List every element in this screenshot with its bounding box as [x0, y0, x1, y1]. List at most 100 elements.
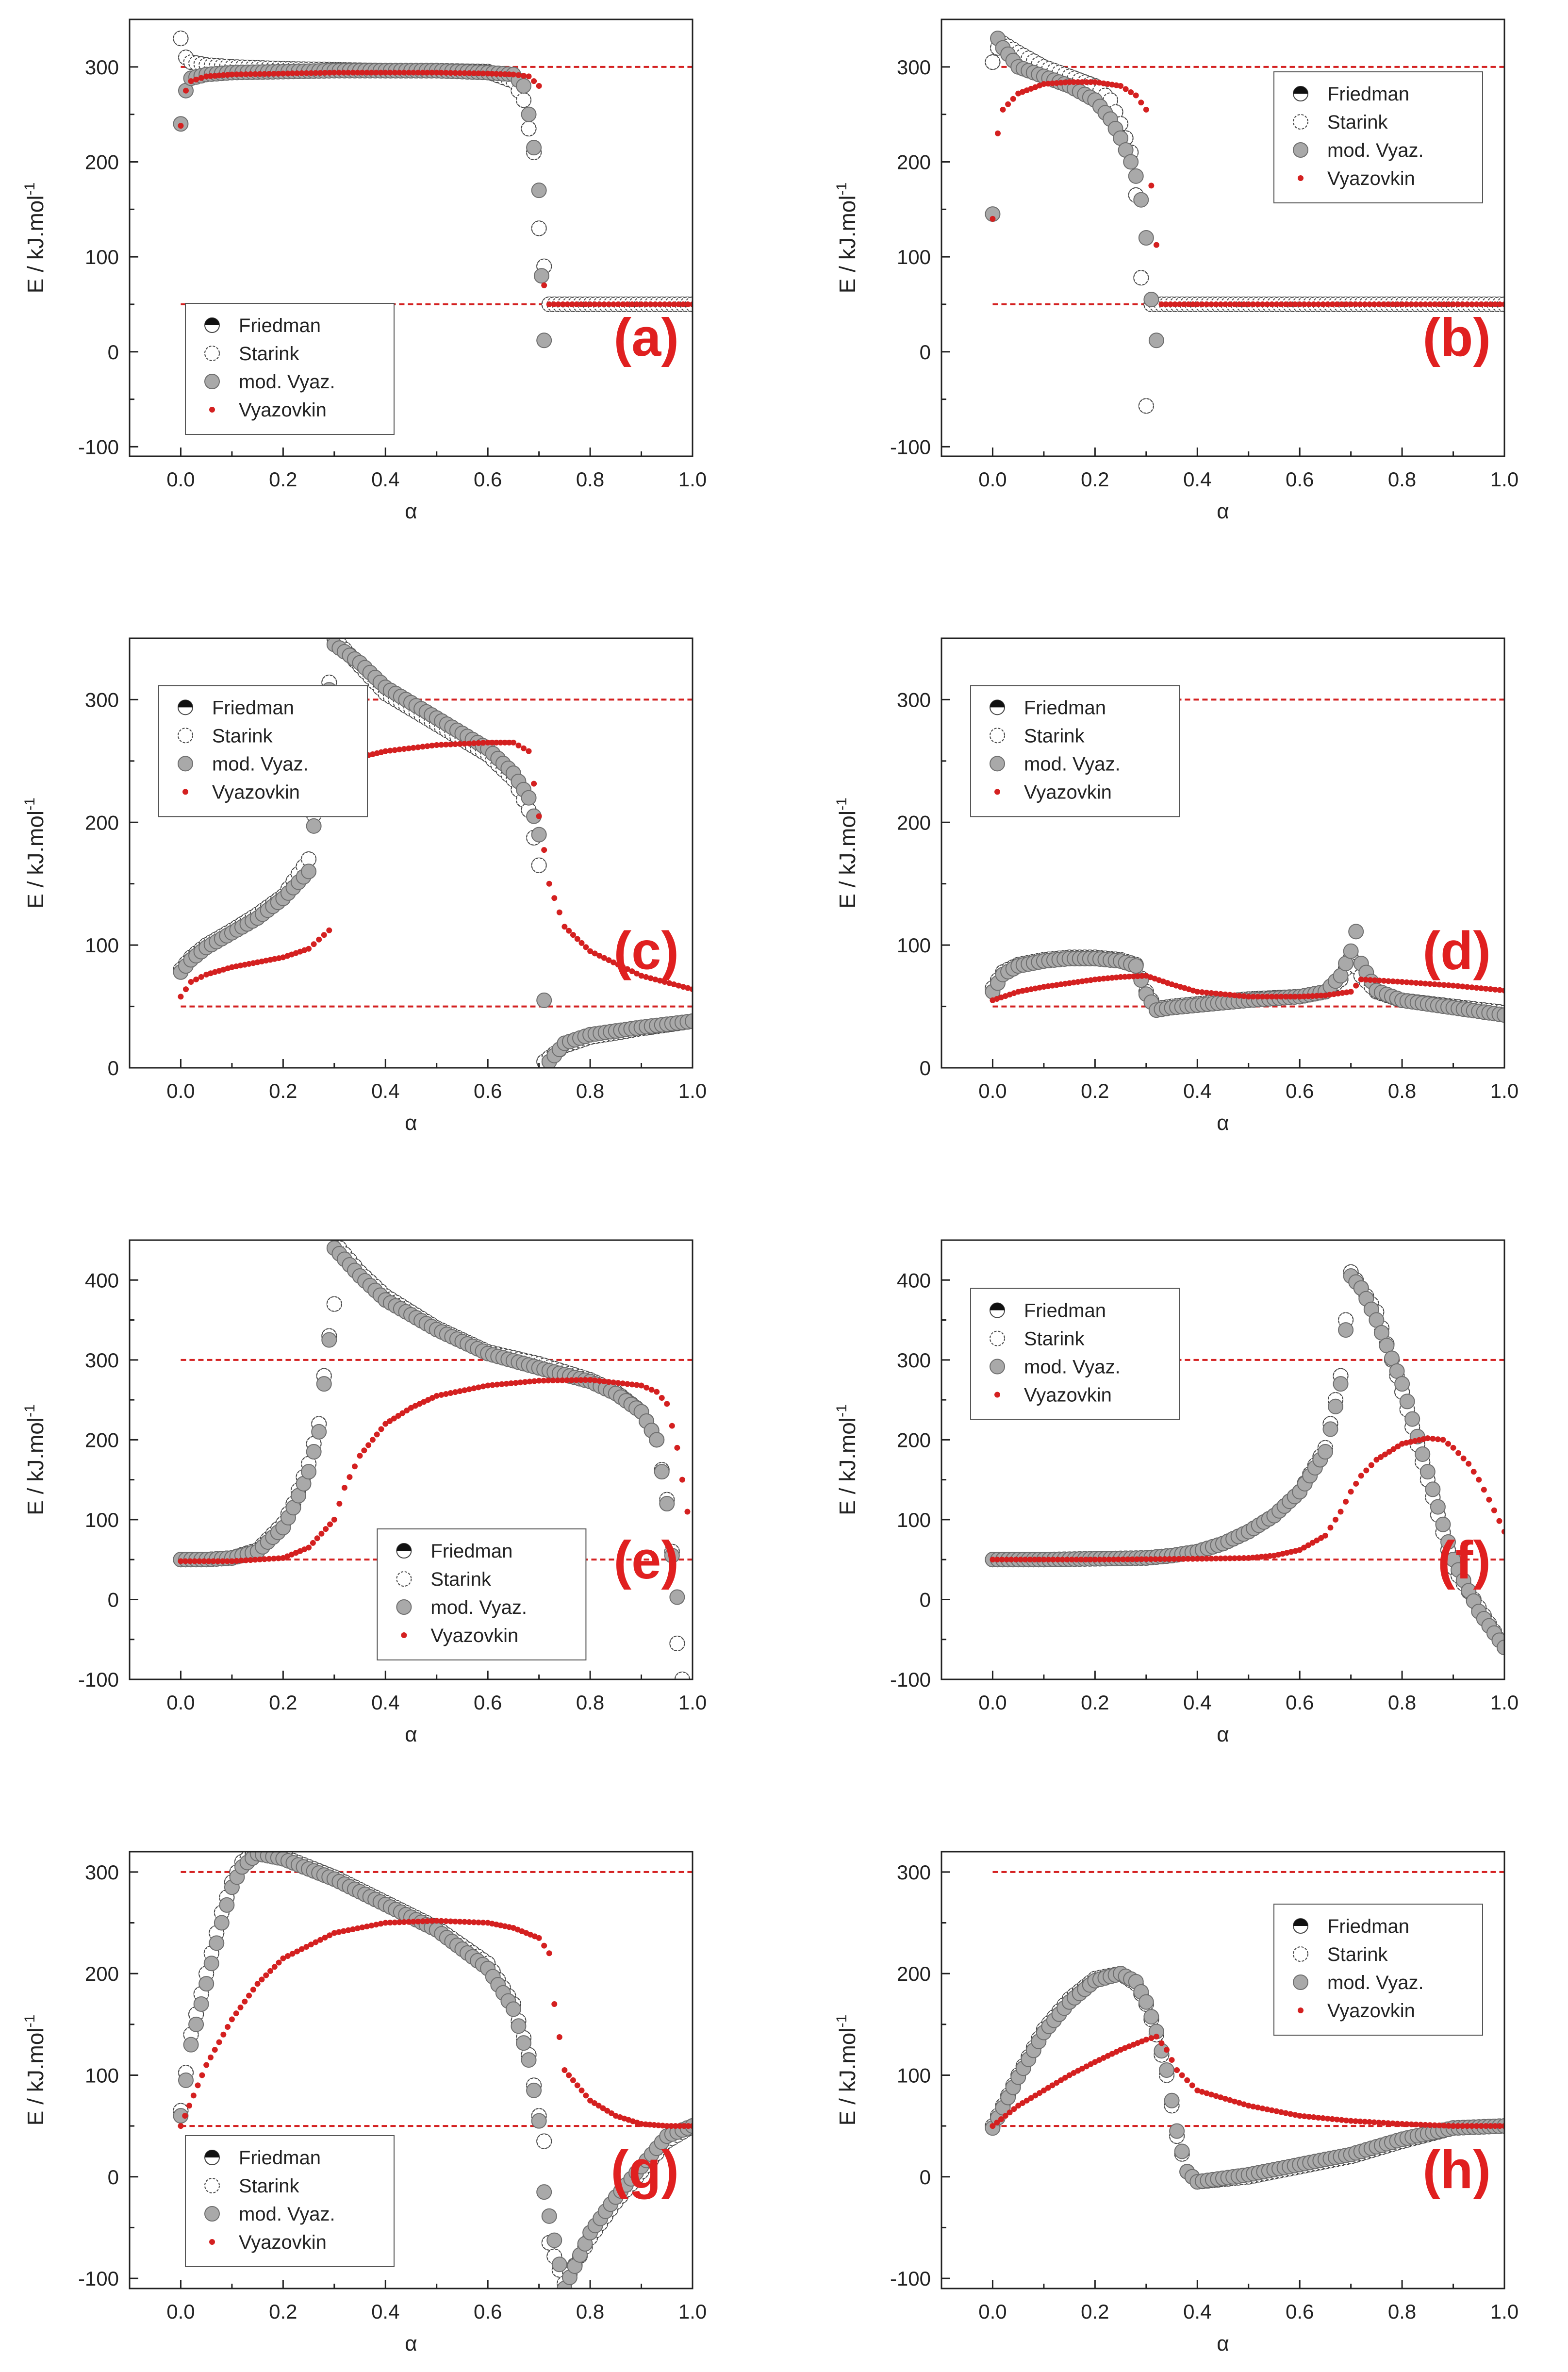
y-tick-label: 100 [897, 1509, 931, 1531]
x-axis-label: α [405, 1111, 417, 1135]
vyazovkin-point [447, 1390, 454, 1396]
legend-entry-label: Starink [1024, 1328, 1085, 1350]
vyazovkin-point [466, 1386, 472, 1393]
vyazovkin-point [1353, 982, 1359, 989]
starink-point [173, 31, 189, 47]
vyazovkin-point [457, 1388, 463, 1394]
vyazovkin-point [1167, 301, 1173, 307]
vyazovkin-point [198, 974, 204, 980]
starink-point [1293, 114, 1308, 130]
vyazovkin-point [1124, 1556, 1131, 1562]
vyazovkin-point [1476, 1476, 1482, 1483]
vyazovkin-point [443, 742, 449, 748]
friedman-point-fill [1293, 86, 1308, 94]
vyazovkin-point [336, 69, 342, 76]
starink-point [669, 1635, 685, 1651]
mod-vyaz-point [1399, 1393, 1415, 1410]
legend-entry-label: Vyazovkin [1327, 2000, 1415, 2022]
vyazovkin-point [1338, 2117, 1345, 2123]
vyazovkin-point [587, 301, 594, 307]
x-axis-label: α [1217, 1111, 1229, 1135]
vyazovkin-point [1358, 976, 1364, 982]
legend-box [158, 685, 368, 817]
vyazovkin-point [1394, 301, 1401, 307]
vyazovkin-point [1264, 994, 1271, 1000]
vyazovkin-point [1298, 175, 1304, 181]
vyazovkin-point [1283, 994, 1289, 1000]
vyazovkin-point [611, 301, 617, 307]
vyazovkin-point [587, 948, 594, 954]
x-tick-label: 0.6 [474, 468, 502, 491]
vyazovkin-point [462, 70, 468, 76]
vyazovkin-point [387, 747, 393, 754]
vyazovkin-point [406, 745, 412, 751]
vyazovkin-point [1427, 981, 1433, 987]
vyazovkin-point [308, 70, 314, 76]
vyazovkin-point [1292, 2112, 1298, 2118]
mod-vyaz-point [1404, 1411, 1420, 1427]
vyazovkin-point [1497, 2123, 1503, 2129]
vyazovkin-point [1120, 1556, 1126, 1562]
panel-label: (d) [1423, 921, 1491, 980]
vyazovkin-point [1333, 1516, 1338, 1523]
vyazovkin-point [1262, 1553, 1269, 1559]
x-tick-label: 0.6 [1286, 2300, 1314, 2323]
vyazovkin-point [1069, 1557, 1075, 1563]
vyazovkin-point [1394, 2121, 1401, 2127]
vyazovkin-point [188, 78, 194, 84]
vyazovkin-point [1113, 974, 1120, 980]
y-axis-label: E / kJ.mol-1 [22, 1404, 48, 1515]
y-axis-label: E / kJ.mol-1 [22, 797, 48, 909]
vyazovkin-point [1380, 301, 1386, 307]
vyazovkin-point [564, 1377, 570, 1383]
vyazovkin-point [587, 1377, 594, 1383]
vyazovkin-point [1143, 106, 1149, 113]
mod-vyaz-point [1317, 1444, 1333, 1460]
y-tick-label: 100 [897, 2064, 931, 2087]
vyazovkin-point [615, 1380, 621, 1386]
mod-vyaz-point [1322, 1421, 1338, 1437]
y-tick-label: 0 [920, 341, 931, 364]
mod-vyaz-point [1338, 1322, 1354, 1338]
vyazovkin-point [1162, 1556, 1168, 1562]
vyazovkin-point [551, 2001, 558, 2007]
mod-vyaz-point [526, 2082, 542, 2098]
vyazovkin-point [1148, 1556, 1154, 1562]
vyazovkin-point [546, 880, 552, 887]
vyazovkin-point [1320, 2115, 1326, 2121]
vyazovkin-point [1071, 979, 1077, 986]
vyazovkin-point [620, 1380, 626, 1387]
vyazovkin-point [1122, 86, 1129, 92]
vyazovkin-point [220, 72, 227, 78]
legend-entry-label: Friedman [239, 315, 321, 336]
vyazovkin-point [401, 1919, 407, 1925]
vyazovkin-point [1385, 978, 1391, 984]
vyazovkin-point [401, 69, 407, 76]
y-axis-label: E / kJ.mol-1 [22, 182, 48, 294]
vyazovkin-point [480, 740, 486, 746]
data-points [985, 31, 1504, 414]
mod-vyaz-point [1497, 1007, 1504, 1023]
vyazovkin-point [1135, 973, 1141, 979]
y-tick-label: 400 [85, 1269, 119, 1292]
vyazovkin-point [1385, 301, 1391, 307]
x-tick-label: 0.2 [269, 1691, 297, 1714]
vyazovkin-point [1278, 994, 1284, 1000]
vyazovkin-point [1185, 1556, 1191, 1562]
legend: Friedman Starink mod. Vyaz. Vyazovkin [1273, 71, 1483, 203]
vyazovkin-point [266, 1556, 272, 1562]
vyazovkin-point [1306, 2114, 1312, 2120]
vyazovkin-point [1310, 2114, 1317, 2121]
vyazovkin-point [1017, 1557, 1023, 1563]
vyazovkin-point [1002, 2113, 1008, 2119]
vyazovkin-point [447, 741, 454, 747]
vyazovkin-point [1092, 976, 1098, 982]
vyazovkin-point [1441, 982, 1447, 988]
mod-vyaz-point [321, 1332, 337, 1348]
vyazovkin-point [998, 2116, 1005, 2123]
vyazovkin-point [271, 1964, 278, 1970]
vyazovkin-point [592, 1377, 598, 1384]
vyazovkin-point [1389, 2120, 1396, 2126]
vyazovkin-point [457, 1919, 463, 1925]
vyazovkin-point [438, 1918, 445, 1924]
